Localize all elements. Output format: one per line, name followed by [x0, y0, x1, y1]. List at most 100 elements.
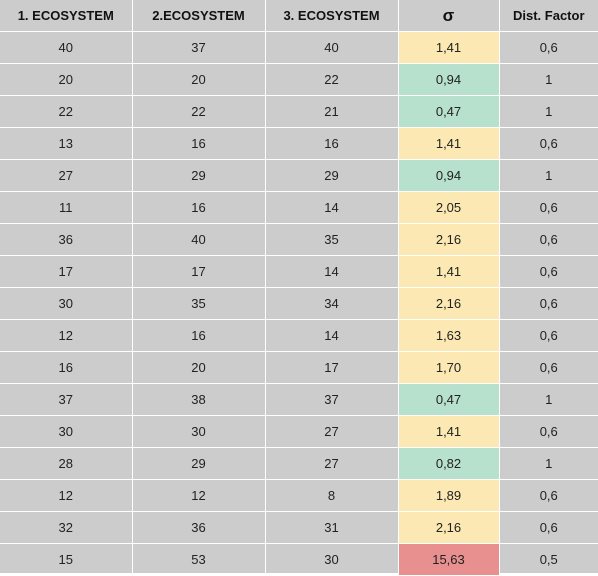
cell-sigma[interactable]: 1,41: [398, 127, 500, 160]
cell-ecosystem-2[interactable]: 29: [132, 159, 266, 192]
header-ecosystem-1[interactable]: 1. ECOSYSTEM: [0, 0, 133, 32]
cell-sigma[interactable]: 0,47: [398, 383, 500, 416]
cell-ecosystem-1[interactable]: 13: [0, 127, 133, 160]
cell-ecosystem-2[interactable]: 38: [132, 383, 266, 416]
cell-ecosystem-2[interactable]: 16: [132, 319, 266, 352]
cell-sigma[interactable]: 1,41: [398, 255, 500, 288]
cell-ecosystem-3[interactable]: 34: [265, 287, 399, 320]
cell-dist-factor[interactable]: 0,6: [499, 479, 598, 512]
cell-ecosystem-2[interactable]: 12: [132, 479, 266, 512]
cell-ecosystem-3[interactable]: 40: [265, 31, 399, 64]
cell-ecosystem-1[interactable]: 36: [0, 223, 133, 256]
cell-ecosystem-1[interactable]: 17: [0, 255, 133, 288]
cell-ecosystem-1[interactable]: 22: [0, 95, 133, 128]
cell-ecosystem-2[interactable]: 22: [132, 95, 266, 128]
cell-ecosystem-2[interactable]: 20: [132, 351, 266, 384]
cell-dist-factor[interactable]: 0,6: [499, 191, 598, 224]
cell-dist-factor[interactable]: 0,6: [499, 255, 598, 288]
cell-dist-factor[interactable]: 1: [499, 159, 598, 192]
cell-ecosystem-1[interactable]: 27: [0, 159, 133, 192]
cell-ecosystem-3[interactable]: 29: [265, 159, 399, 192]
cell-ecosystem-3[interactable]: 17: [265, 351, 399, 384]
cell-ecosystem-2[interactable]: 30: [132, 415, 266, 448]
cell-ecosystem-3[interactable]: 14: [265, 319, 399, 352]
cell-dist-factor[interactable]: 0,5: [499, 543, 598, 576]
cell-ecosystem-1[interactable]: 12: [0, 479, 133, 512]
cell-dist-factor[interactable]: 0,6: [499, 511, 598, 544]
cell-dist-factor[interactable]: 0,6: [499, 287, 598, 320]
cell-ecosystem-1[interactable]: 20: [0, 63, 133, 96]
cell-ecosystem-3[interactable]: 14: [265, 191, 399, 224]
cell-ecosystem-1[interactable]: 40: [0, 31, 133, 64]
cell-ecosystem-3[interactable]: 30: [265, 543, 399, 576]
header-ecosystem-2[interactable]: 2.ECOSYSTEM: [132, 0, 266, 32]
cell-ecosystem-1[interactable]: 28: [0, 447, 133, 480]
cell-sigma[interactable]: 1,89: [398, 479, 500, 512]
cell-dist-factor[interactable]: 0,6: [499, 31, 598, 64]
table-body: 40 37 40 1,41 0,6 20 20 22 0,94 1 22 22 21 0,47 1 13 16 1…: [0, 31, 598, 576]
cell-sigma[interactable]: 0,82: [398, 447, 500, 480]
cell-ecosystem-1[interactable]: 12: [0, 319, 133, 352]
cell-sigma[interactable]: 1,63: [398, 319, 500, 352]
cell-dist-factor[interactable]: 0,6: [499, 351, 598, 384]
header-dist-factor[interactable]: Dist. Factor: [499, 0, 598, 32]
cell-ecosystem-2[interactable]: 16: [132, 127, 266, 160]
cell-ecosystem-2[interactable]: 35: [132, 287, 266, 320]
table-row: 12 16 14 1,63 0,6: [0, 319, 598, 352]
cell-ecosystem-3[interactable]: 27: [265, 415, 399, 448]
table-row: 37 38 37 0,47 1: [0, 383, 598, 416]
cell-sigma[interactable]: 2,16: [398, 511, 500, 544]
cell-ecosystem-2[interactable]: 36: [132, 511, 266, 544]
cell-dist-factor[interactable]: 0,6: [499, 127, 598, 160]
cell-ecosystem-1[interactable]: 32: [0, 511, 133, 544]
cell-ecosystem-3[interactable]: 31: [265, 511, 399, 544]
cell-ecosystem-2[interactable]: 16: [132, 191, 266, 224]
cell-sigma[interactable]: 15,63: [398, 543, 500, 576]
cell-ecosystem-2[interactable]: 37: [132, 31, 266, 64]
cell-ecosystem-2[interactable]: 20: [132, 63, 266, 96]
cell-dist-factor[interactable]: 1: [499, 63, 598, 96]
cell-sigma[interactable]: 1,70: [398, 351, 500, 384]
cell-ecosystem-3[interactable]: 37: [265, 383, 399, 416]
table-row: 22 22 21 0,47 1: [0, 95, 598, 128]
cell-ecosystem-2[interactable]: 17: [132, 255, 266, 288]
cell-ecosystem-3[interactable]: 16: [265, 127, 399, 160]
cell-ecosystem-1[interactable]: 15: [0, 543, 133, 576]
cell-ecosystem-3[interactable]: 14: [265, 255, 399, 288]
cell-dist-factor[interactable]: 0,6: [499, 319, 598, 352]
cell-ecosystem-3[interactable]: 27: [265, 447, 399, 480]
table-row: 20 20 22 0,94 1: [0, 63, 598, 96]
cell-ecosystem-2[interactable]: 40: [132, 223, 266, 256]
cell-ecosystem-3[interactable]: 21: [265, 95, 399, 128]
cell-ecosystem-3[interactable]: 22: [265, 63, 399, 96]
cell-sigma[interactable]: 0,94: [398, 63, 500, 96]
cell-ecosystem-2[interactable]: 53: [132, 543, 266, 576]
cell-dist-factor[interactable]: 0,6: [499, 415, 598, 448]
cell-ecosystem-1[interactable]: 11: [0, 191, 133, 224]
cell-dist-factor[interactable]: 1: [499, 383, 598, 416]
cell-sigma[interactable]: 2,05: [398, 191, 500, 224]
cell-dist-factor[interactable]: 1: [499, 95, 598, 128]
cell-ecosystem-1[interactable]: 30: [0, 415, 133, 448]
cell-sigma[interactable]: 2,16: [398, 287, 500, 320]
cell-sigma[interactable]: 0,47: [398, 95, 500, 128]
cell-sigma[interactable]: 1,41: [398, 415, 500, 448]
table-row: 32 36 31 2,16 0,6: [0, 511, 598, 544]
header-ecosystem-3[interactable]: 3. ECOSYSTEM: [265, 0, 399, 32]
cell-ecosystem-1[interactable]: 30: [0, 287, 133, 320]
cell-sigma[interactable]: 0,94: [398, 159, 500, 192]
cell-ecosystem-3[interactable]: 8: [265, 479, 399, 512]
cell-ecosystem-1[interactable]: 16: [0, 351, 133, 384]
header-sigma[interactable]: σ: [398, 0, 500, 32]
table-row: 30 35 34 2,16 0,6: [0, 287, 598, 320]
cell-ecosystem-1[interactable]: 37: [0, 383, 133, 416]
header-row: 1. ECOSYSTEM 2.ECOSYSTEM 3. ECOSYSTEM σ …: [0, 0, 598, 32]
cell-dist-factor[interactable]: 0,6: [499, 223, 598, 256]
table-header: 1. ECOSYSTEM 2.ECOSYSTEM 3. ECOSYSTEM σ …: [0, 0, 598, 32]
cell-sigma[interactable]: 1,41: [398, 31, 500, 64]
cell-sigma[interactable]: 2,16: [398, 223, 500, 256]
cell-dist-factor[interactable]: 1: [499, 447, 598, 480]
table-row: 16 20 17 1,70 0,6: [0, 351, 598, 384]
cell-ecosystem-2[interactable]: 29: [132, 447, 266, 480]
cell-ecosystem-3[interactable]: 35: [265, 223, 399, 256]
